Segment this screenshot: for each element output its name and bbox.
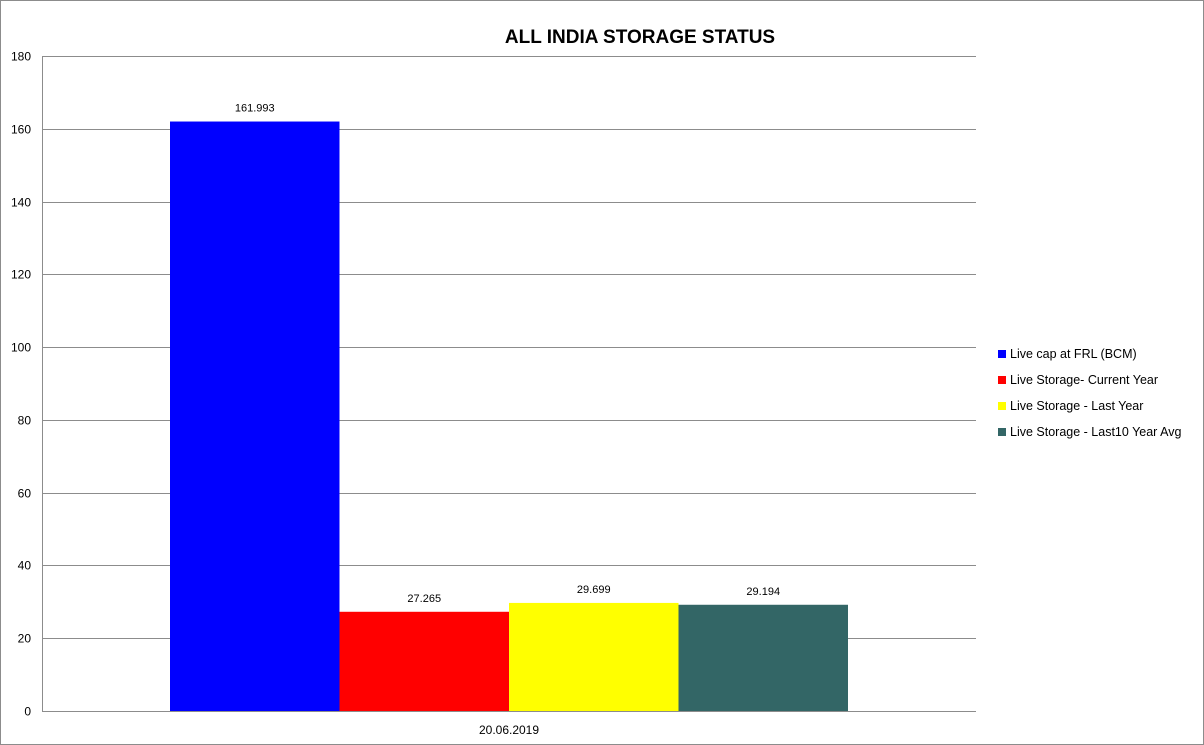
data-label: 27.265 [407,593,441,605]
legend-swatch [998,350,1006,358]
legend-label: Live Storage - Last10 Year Avg [1010,425,1181,439]
legend-label: Live cap at FRL (BCM) [1010,347,1137,361]
y-tick-label: 160 [11,123,31,137]
legend-label: Live Storage - Last Year [1010,399,1143,413]
y-axis: 0 20 40 60 80 100 120 140 160 180 [11,50,43,719]
y-tick-label: 120 [11,268,31,282]
bar [170,121,340,712]
bar [509,602,679,711]
bar [339,611,509,711]
y-tick-label: 140 [11,196,31,210]
x-axis: 20.06.2019 [479,723,539,737]
y-tick-label: 0 [24,705,31,719]
y-tick-label: 100 [11,341,31,355]
y-tick-label: 180 [11,50,31,64]
chart-title: ALL INDIA STORAGE STATUS [505,27,775,48]
y-tick-label: 20 [18,632,32,646]
data-label: 29.699 [577,584,611,596]
legend: Live cap at FRL (BCM) Live Storage- Curre… [998,347,1181,439]
data-label: 29.194 [746,586,780,598]
legend-swatch [998,428,1006,436]
bar [678,604,848,711]
legend-swatch [998,376,1006,384]
y-tick-label: 80 [18,414,32,428]
legend-label: Live Storage- Current Year [1010,373,1158,387]
y-tick-label: 40 [18,559,32,573]
bars: 161.993 27.265 29.699 29.194 [170,103,848,712]
y-tick-label: 60 [18,487,32,501]
data-label: 161.993 [235,103,275,115]
x-tick-label: 20.06.2019 [479,723,539,737]
legend-swatch [998,402,1006,410]
